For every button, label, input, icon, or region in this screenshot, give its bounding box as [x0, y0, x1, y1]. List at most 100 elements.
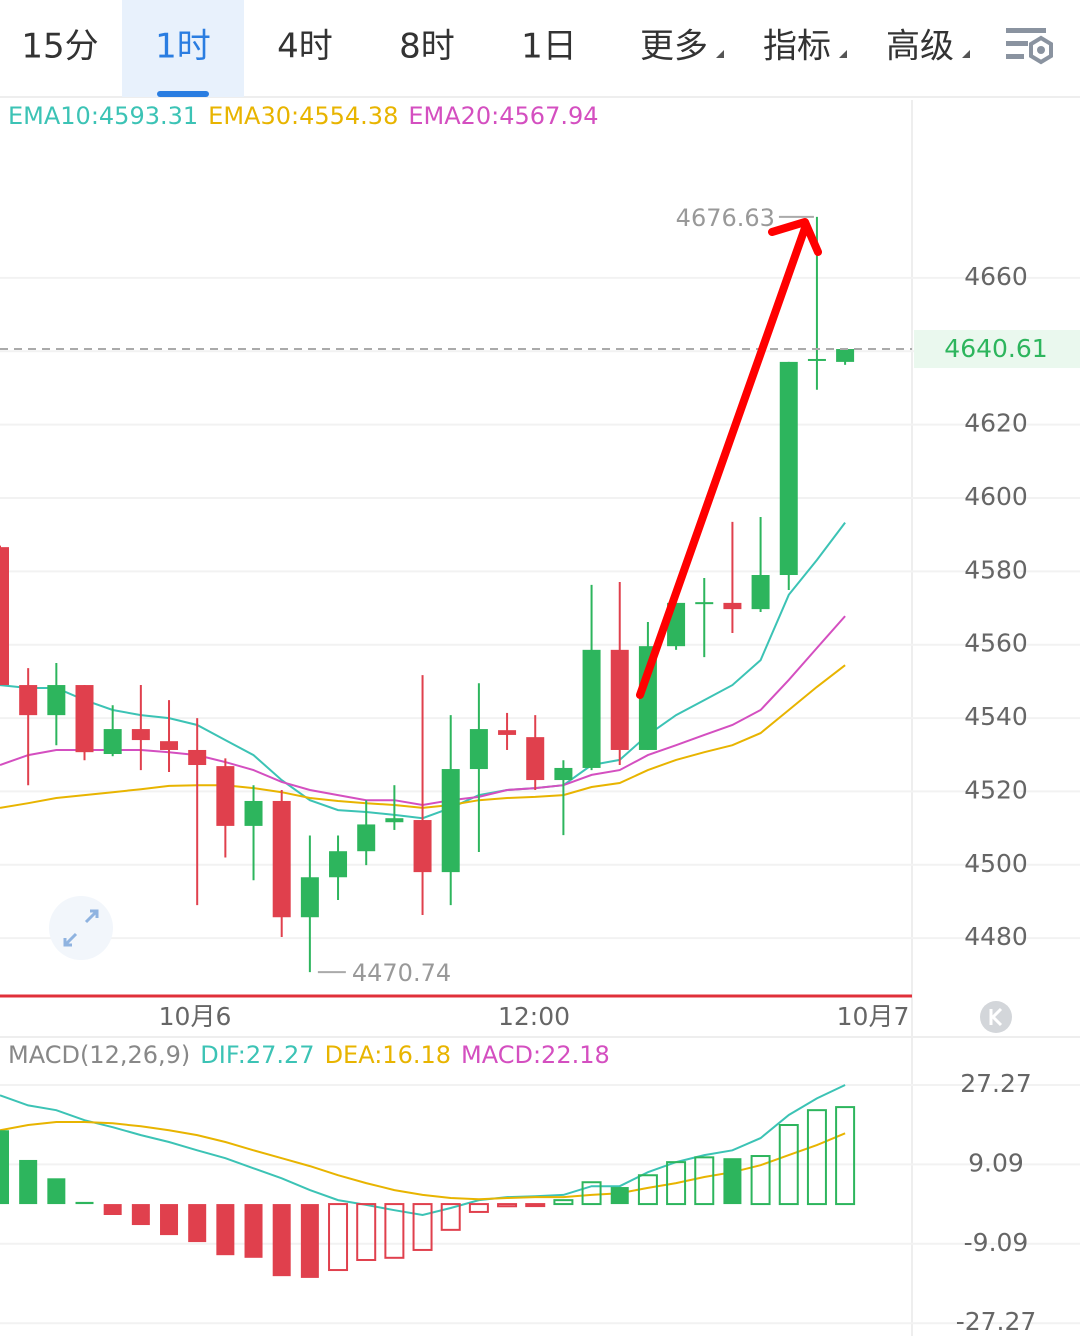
macd-bar	[384, 1203, 405, 1259]
macd-bar	[525, 1203, 546, 1208]
y-tick-label: 4620	[964, 409, 1028, 438]
y-tick-label: -9.09	[964, 1228, 1029, 1257]
y-tick-label: 4560	[964, 629, 1028, 658]
dropdown-caret	[716, 50, 724, 58]
arrow-head	[768, 218, 822, 256]
macd-bar	[694, 1156, 715, 1206]
macd-bar	[19, 1159, 38, 1205]
k-button[interactable]	[980, 1001, 1012, 1033]
candle-body	[751, 575, 770, 610]
macd-bar	[835, 1106, 856, 1206]
candle-body	[413, 820, 432, 873]
tab-label: 指标	[763, 27, 831, 67]
legend-item: EMA20:4567.94	[408, 102, 598, 130]
macd-bar	[440, 1203, 461, 1231]
macd-bar	[778, 1124, 799, 1206]
macd-bar	[188, 1204, 207, 1243]
x-tick-label: 10月7	[837, 1002, 910, 1031]
macd-bar	[160, 1204, 179, 1236]
icon-hex	[1029, 35, 1053, 65]
expand-icon	[63, 909, 99, 947]
candle-body	[244, 800, 263, 826]
tab[interactable]: 1时	[122, 0, 244, 97]
y-tick-label: 4480	[964, 922, 1028, 951]
y-tick-label: 4580	[964, 555, 1028, 584]
legend-item: EMA30:4554.38	[208, 102, 398, 130]
tab[interactable]: 15分	[21, 27, 98, 67]
candle-body	[723, 602, 742, 610]
macd-line	[0, 1121, 846, 1201]
legend-item: EMA10:4593.31	[8, 102, 198, 130]
arrow-shaft	[636, 224, 809, 699]
k-bg	[980, 1001, 1012, 1033]
macd-line	[0, 1084, 846, 1217]
k-icon	[989, 1007, 1003, 1027]
min-label: 4470.74	[352, 959, 451, 987]
y-tick-label: 27.27	[960, 1069, 1032, 1098]
y-tick-label: -27.27	[956, 1307, 1037, 1336]
tab-indicator	[157, 91, 209, 97]
candle-body	[357, 824, 376, 852]
candle-body	[610, 649, 629, 750]
candle-body	[0, 547, 9, 686]
x-tick-label: 12:00	[498, 1002, 570, 1031]
macd-bar	[723, 1158, 742, 1205]
candle-body	[695, 602, 714, 605]
macd-bar	[497, 1203, 518, 1208]
y-tick-label: 4660	[964, 262, 1028, 291]
arrow-annotation	[636, 218, 822, 699]
candle-body	[779, 361, 798, 576]
expand-bg	[49, 896, 113, 960]
candle-body	[329, 851, 348, 878]
tab[interactable]: 更多	[640, 27, 724, 67]
tab-label: 高级	[886, 27, 954, 67]
macd-bar	[581, 1181, 602, 1206]
tab[interactable]: 高级	[886, 27, 970, 67]
macd-bar	[468, 1203, 489, 1213]
macd-bar	[806, 1109, 827, 1206]
tab-label: 8时	[399, 27, 455, 67]
y-tick-label: 9.09	[968, 1148, 1024, 1177]
candle-body	[469, 729, 488, 770]
macd-bar	[750, 1155, 771, 1206]
y-tick-label: 4500	[964, 849, 1028, 878]
candle-body	[807, 358, 826, 361]
tab[interactable]: 1日	[521, 27, 577, 67]
tab-label: 15分	[21, 27, 98, 67]
candle-body	[582, 649, 601, 768]
candle-body	[19, 685, 38, 716]
macd-bar	[103, 1204, 122, 1215]
dropdown-caret	[962, 50, 970, 58]
legend-item: DEA:16.18	[325, 1041, 451, 1069]
macd-title: MACD(12,26,9)	[8, 1041, 190, 1069]
candle-body	[554, 767, 573, 781]
macd-bar	[244, 1204, 263, 1258]
tab[interactable]: 4时	[277, 27, 333, 67]
tab-bar: 15分 1时 4时 8时 1日 更多 指标 高级	[0, 0, 1080, 98]
candle-body	[638, 646, 657, 750]
macd-bar	[637, 1174, 658, 1206]
tab-label: 4时	[277, 27, 333, 67]
macd-bar	[356, 1203, 377, 1261]
macd-bar	[666, 1161, 687, 1206]
candle-body	[272, 800, 291, 918]
icon-bar	[1006, 41, 1028, 46]
last-price-label: 4640.61	[944, 334, 1047, 363]
y-tick-label: 4540	[964, 702, 1028, 731]
settings-icon[interactable]	[1006, 28, 1053, 65]
legend-item: DIF:27.27	[200, 1041, 314, 1069]
macd-bar	[75, 1201, 94, 1205]
tab[interactable]: 指标	[763, 27, 847, 67]
max-label: 4676.63	[676, 204, 775, 232]
expand-button[interactable]	[49, 896, 113, 960]
candle-body	[526, 737, 545, 781]
candle-body	[75, 685, 94, 753]
tab[interactable]: 8时	[399, 27, 455, 67]
macd-bar	[328, 1203, 349, 1272]
candle-body	[47, 685, 66, 716]
macd-bar	[412, 1203, 433, 1251]
candle-body	[160, 741, 179, 750]
candle-body	[103, 729, 122, 755]
macd-bar	[610, 1187, 629, 1205]
tab-active-bg	[122, 0, 244, 97]
